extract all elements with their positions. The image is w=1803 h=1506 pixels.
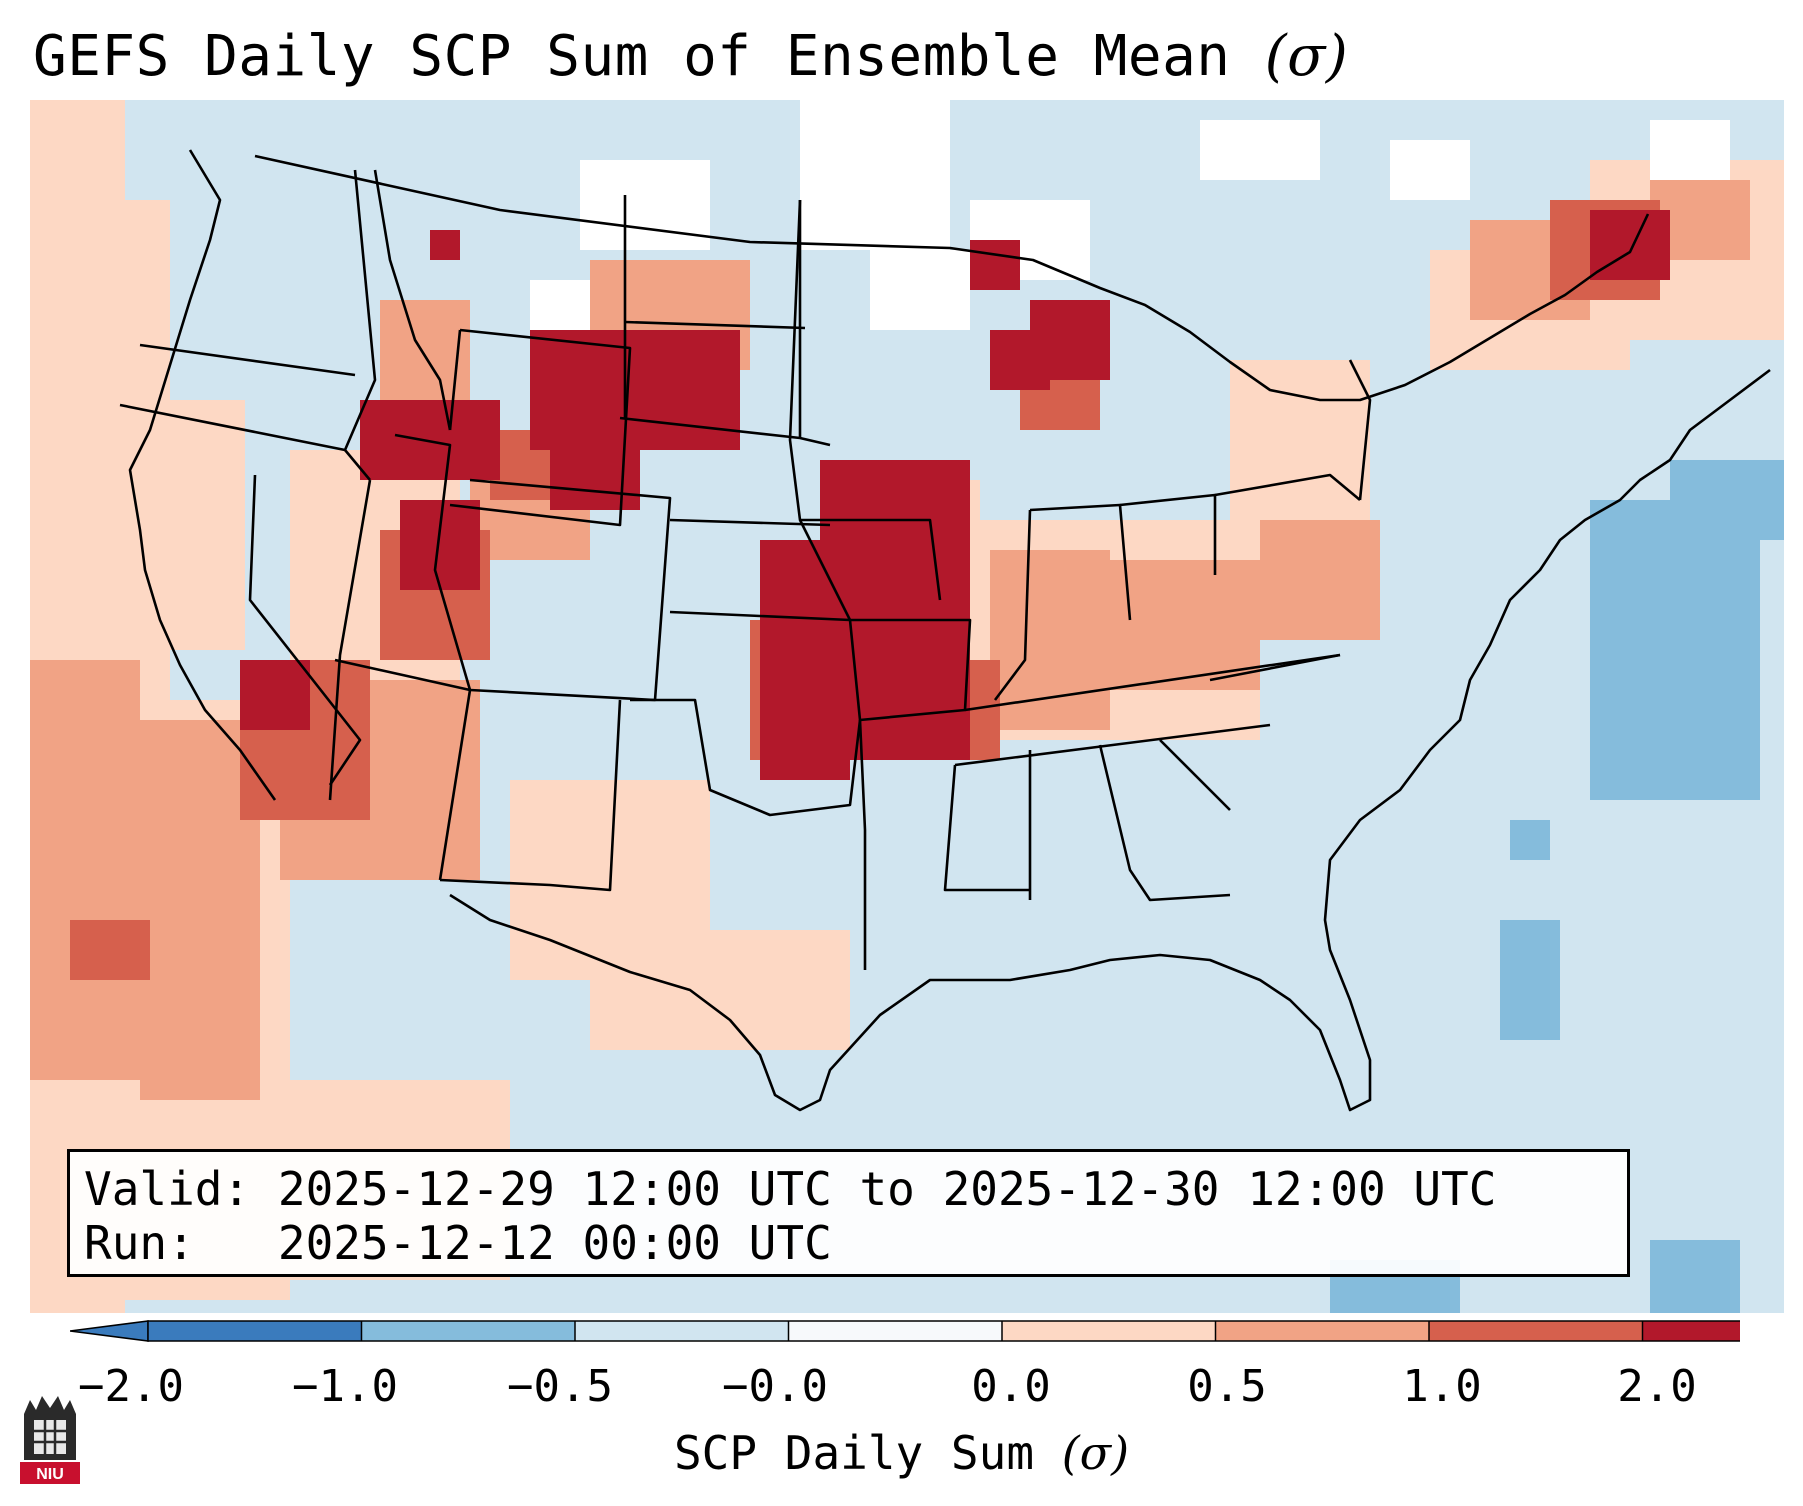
or-ca-nv xyxy=(119,403,346,452)
tn-south xyxy=(954,723,1271,767)
il-in xyxy=(993,509,1032,701)
ms-al xyxy=(943,764,1030,892)
scp-cell-none xyxy=(800,100,950,250)
wa-or xyxy=(139,343,356,377)
scp-cell-slight xyxy=(590,930,850,1050)
colorbar-segment xyxy=(575,1321,789,1341)
scp-cell-extreme xyxy=(970,240,1020,290)
scp-cell-extreme xyxy=(400,500,480,590)
colorbar-segment xyxy=(788,1321,1003,1341)
scp-cell-none xyxy=(870,250,970,330)
colorbar-tick-label: −0.5 xyxy=(507,1361,613,1412)
colorbar-title: SCP Daily Sum (σ) xyxy=(0,1426,1803,1480)
colorbar-segment xyxy=(1429,1321,1643,1341)
va-nc xyxy=(1209,653,1341,682)
scp-cell-high xyxy=(70,920,150,980)
ga-fl xyxy=(1098,744,1231,902)
scp-cell-extreme xyxy=(530,330,740,450)
scp-cell-negative xyxy=(1650,1240,1740,1313)
valid-line: Valid: 2025-12-29 12:00 UTC to 2025-12-3… xyxy=(84,1162,1613,1216)
id-west xyxy=(343,169,377,481)
scp-cell-negative xyxy=(1510,820,1550,860)
ca-nv xyxy=(248,474,362,786)
scp-cell-extreme xyxy=(760,540,850,780)
scp-cell-moderate xyxy=(30,660,140,1080)
scp-cell-negative xyxy=(1670,460,1784,540)
scp-cell-extreme xyxy=(590,400,630,440)
tx-la xyxy=(858,719,867,970)
nm xyxy=(439,699,622,892)
scp-cell-negative xyxy=(1590,500,1760,800)
chart-title-unit: (σ) xyxy=(1264,24,1349,89)
scp-cell-moderate xyxy=(990,550,1110,730)
colorbar-segment xyxy=(1215,1321,1430,1341)
colorbar-tick-label: −1.0 xyxy=(292,1361,398,1412)
co xyxy=(469,478,672,702)
valid-start: 2025-12-29 12:00 UTC xyxy=(277,1162,832,1216)
valid-run-info-box: Valid: 2025-12-29 12:00 UTC to 2025-12-3… xyxy=(67,1149,1630,1277)
run-line: Run: 2025-12-12 00:00 UTC xyxy=(84,1216,1613,1270)
colorbar-segment xyxy=(148,1321,362,1341)
chart-title-text: GEFS Daily SCP Sum of Ensemble Mean xyxy=(33,24,1231,89)
ok-tx xyxy=(630,698,862,817)
colorbar-tick-label: 0.5 xyxy=(1187,1361,1267,1412)
colorbar-tick-label: 0.0 xyxy=(971,1361,1051,1412)
colorbar-tick-label: −0.0 xyxy=(722,1361,828,1412)
colorbar-segment xyxy=(1642,1321,1740,1341)
ny-vt xyxy=(1348,359,1372,501)
scp-cell-none xyxy=(580,160,710,250)
scp-cell-slight xyxy=(125,400,245,650)
state-borders xyxy=(119,149,1771,1112)
colorbar xyxy=(70,1320,1740,1342)
scp-cell-extreme xyxy=(430,230,460,260)
canada-border xyxy=(254,154,1650,402)
ia-mo xyxy=(800,518,942,601)
run-time: 2025-12-12 00:00 UTC xyxy=(277,1216,832,1270)
scp-cell-extreme xyxy=(240,660,310,730)
colorbar-tick-label: 2.0 xyxy=(1617,1361,1697,1412)
valid-end: 2025-12-30 12:00 UTC xyxy=(942,1162,1497,1216)
pa-ny xyxy=(1214,473,1361,501)
svg-text:NIU: NIU xyxy=(36,1466,64,1483)
run-label: Run: xyxy=(84,1216,195,1270)
ks-ok xyxy=(669,610,851,622)
colorbar-segment xyxy=(361,1321,576,1341)
scp-cell-slight xyxy=(1230,360,1370,540)
az-nm xyxy=(438,689,472,881)
id-east xyxy=(373,169,452,431)
ky-tn xyxy=(964,653,1341,712)
scp-cell-moderate xyxy=(1110,560,1260,690)
scp-cell-extreme xyxy=(550,450,640,510)
colorbar-title-text: SCP Daily Sum xyxy=(673,1426,1035,1480)
ut-co xyxy=(394,433,472,691)
colorbar-tick-label: 1.0 xyxy=(1402,1361,1482,1412)
valid-label: Valid: xyxy=(84,1162,251,1216)
scp-cell-negative xyxy=(1500,920,1560,1040)
scp-field-layer xyxy=(30,100,1784,1313)
nv-ut-az xyxy=(328,479,372,801)
chart-title: GEFS Daily SCP Sum of Ensemble Mean (σ) xyxy=(33,22,1348,92)
nd-sd xyxy=(624,320,806,330)
mt-south xyxy=(448,329,462,431)
colorbar-segment xyxy=(1002,1321,1216,1341)
valid-separator: to xyxy=(859,1162,915,1216)
niu-logo-icon: NIU xyxy=(20,1396,80,1484)
scp-cell-none xyxy=(1200,120,1320,180)
ut-az xyxy=(334,658,471,692)
scp-cell-extreme xyxy=(990,330,1050,390)
scp-cell-none xyxy=(1390,140,1470,200)
wy xyxy=(449,328,632,527)
scp-map xyxy=(30,100,1784,1313)
mo-ar xyxy=(850,618,972,722)
ga-sc xyxy=(1159,739,1231,811)
pacific-coast xyxy=(128,149,277,801)
colorbar-tick-label: −2.0 xyxy=(78,1361,184,1412)
colorbar-extend-low xyxy=(70,1320,149,1342)
scp-cell-none xyxy=(1650,120,1730,180)
colorbar-title-unit: (σ) xyxy=(1061,1426,1130,1480)
scp-cell-extreme xyxy=(360,400,500,480)
scp-cell-moderate xyxy=(1260,520,1380,640)
gulf-atlantic-coast xyxy=(449,368,1771,1112)
